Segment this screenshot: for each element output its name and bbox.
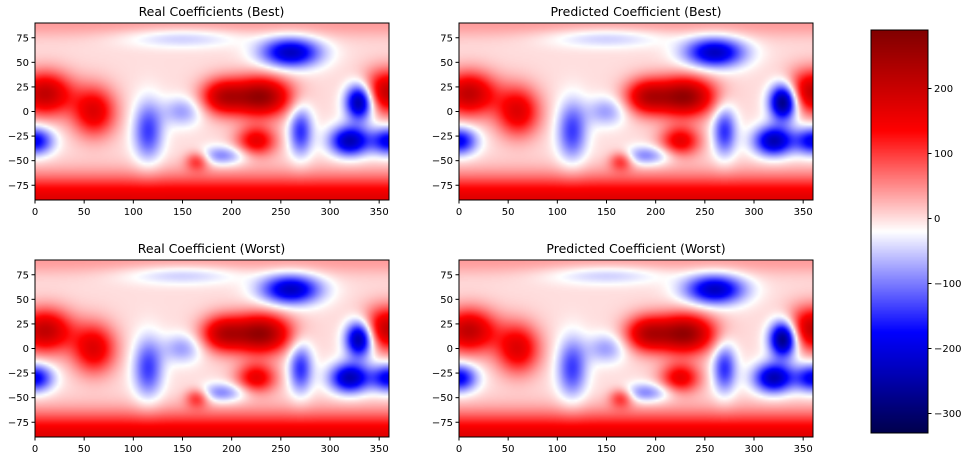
x-tick-label: 350 bbox=[794, 207, 813, 218]
x-tick-label: 0 bbox=[32, 444, 38, 455]
x-tick-label: 0 bbox=[456, 207, 462, 218]
colorbar-tick-label: 200 bbox=[934, 84, 953, 95]
y-tick-label: −50 bbox=[8, 393, 29, 404]
y-tick-label: 0 bbox=[447, 107, 453, 118]
x-tick-label: 350 bbox=[370, 444, 389, 455]
x-tick-label: 200 bbox=[646, 444, 665, 455]
x-tick-label: 250 bbox=[695, 207, 714, 218]
y-tick-label: 75 bbox=[16, 270, 29, 281]
y-tick-label: −25 bbox=[432, 132, 453, 143]
x-tick-label: 150 bbox=[173, 207, 192, 218]
colorbar-tick-label: 100 bbox=[934, 149, 953, 160]
colorbar-tick-label: −200 bbox=[934, 344, 961, 355]
y-tick-label: 50 bbox=[16, 295, 29, 306]
heatmap-panel-2: Predicted Coefficient (Best) 0 50 100 150 20… bbox=[432, 4, 814, 218]
colorbar-frame bbox=[870, 29, 929, 434]
y-tick-label: −75 bbox=[8, 181, 29, 192]
heatmap-panel-1: Real Coefficients (Best) 0 50 100 150 200 250… bbox=[8, 4, 390, 218]
x-tick-label: 100 bbox=[124, 444, 143, 455]
heatmap-panel-4: Predicted Coefficient (Worst) 0 50 100 150 2… bbox=[432, 241, 814, 455]
y-tick-label: 25 bbox=[16, 82, 29, 93]
x-tick-label: 50 bbox=[78, 444, 91, 455]
panel-title-4: Predicted Coefficient (Worst) bbox=[546, 241, 725, 256]
x-tick-label: 250 bbox=[695, 444, 714, 455]
colorbar: 200 100 0 −100 −200 −300 bbox=[870, 29, 961, 434]
x-tick-label: 50 bbox=[78, 207, 91, 218]
colorbar-tick-label: −100 bbox=[934, 279, 961, 290]
y-tick-label: 0 bbox=[447, 344, 453, 355]
colorbar-tick-label: 0 bbox=[934, 214, 940, 225]
x-tick-label: 150 bbox=[597, 444, 616, 455]
y-tick-label: 0 bbox=[23, 344, 29, 355]
x-tick-label: 250 bbox=[271, 444, 290, 455]
panel-title-2: Predicted Coefficient (Best) bbox=[550, 4, 721, 19]
y-tick-label: 75 bbox=[440, 270, 453, 281]
x-tick-label: 300 bbox=[320, 444, 339, 455]
y-tick-label: −75 bbox=[8, 418, 29, 429]
heatmap-panel-3: Real Coefficient (Worst) 0 50 100 150 200 250… bbox=[8, 241, 390, 455]
y-tick-label: 25 bbox=[16, 319, 29, 330]
x-tick-label: 100 bbox=[548, 207, 567, 218]
y-tick-label: −50 bbox=[8, 156, 29, 167]
y-tick-label: −75 bbox=[432, 418, 453, 429]
x-tick-label: 200 bbox=[222, 207, 241, 218]
y-tick-label: 75 bbox=[16, 33, 29, 44]
y-tick-label: 25 bbox=[440, 82, 453, 93]
panel-title-1: Real Coefficients (Best) bbox=[139, 4, 285, 19]
x-tick-label: 150 bbox=[173, 444, 192, 455]
y-tick-label: 25 bbox=[440, 319, 453, 330]
colorbar-gradient bbox=[871, 30, 928, 433]
heatmap-image-1 bbox=[35, 23, 389, 200]
y-tick-label: 50 bbox=[440, 58, 453, 69]
colorbar-ticks: 200 100 0 −100 −200 −300 bbox=[928, 84, 961, 420]
y-tick-label: −50 bbox=[432, 156, 453, 167]
y-tick-label: 50 bbox=[16, 58, 29, 69]
y-tick-label: 0 bbox=[23, 107, 29, 118]
x-tick-label: 250 bbox=[271, 207, 290, 218]
panel-title-3: Real Coefficient (Worst) bbox=[138, 241, 286, 256]
x-tick-label: 300 bbox=[744, 444, 763, 455]
heatmap-image-3 bbox=[35, 260, 389, 437]
x-tick-label: 200 bbox=[222, 444, 241, 455]
x-tick-label: 0 bbox=[456, 444, 462, 455]
x-tick-label: 100 bbox=[124, 207, 143, 218]
y-tick-label: −25 bbox=[432, 369, 453, 380]
x-tick-label: 50 bbox=[502, 207, 515, 218]
x-tick-label: 150 bbox=[597, 207, 616, 218]
y-tick-label: 75 bbox=[440, 33, 453, 44]
x-tick-label: 300 bbox=[744, 207, 763, 218]
x-tick-label: 100 bbox=[548, 444, 567, 455]
x-tick-label: 0 bbox=[32, 207, 38, 218]
y-tick-label: −25 bbox=[8, 132, 29, 143]
x-tick-label: 350 bbox=[370, 207, 389, 218]
y-tick-label: 50 bbox=[440, 295, 453, 306]
y-tick-label: −25 bbox=[8, 369, 29, 380]
heatmap-image-4 bbox=[459, 260, 813, 437]
x-tick-label: 200 bbox=[646, 207, 665, 218]
y-tick-label: −50 bbox=[432, 393, 453, 404]
heatmap-image-2 bbox=[459, 23, 813, 200]
x-tick-label: 50 bbox=[502, 444, 515, 455]
y-tick-label: −75 bbox=[432, 181, 453, 192]
x-tick-label: 350 bbox=[794, 444, 813, 455]
colorbar-tick-label: −300 bbox=[934, 409, 961, 420]
x-tick-label: 300 bbox=[320, 207, 339, 218]
